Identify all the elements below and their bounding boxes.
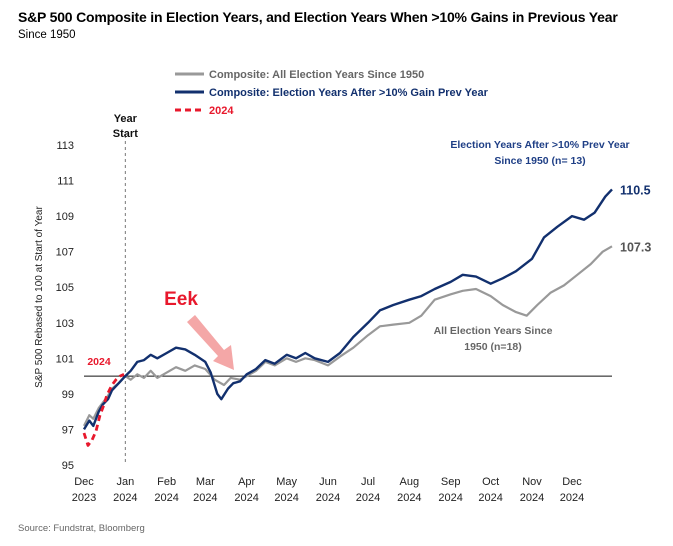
source-note: Source: Fundstrat, Bloomberg (18, 523, 145, 534)
end-value-label: 107.3 (620, 240, 651, 254)
y-tick-label: 101 (56, 353, 74, 365)
x-tick-label-month: Jan (116, 476, 134, 488)
x-tick-label-year: 2024 (356, 492, 380, 504)
eek-arrow (187, 315, 234, 370)
x-tick-label-month: Jun (319, 476, 337, 488)
y-tick-label: 113 (56, 140, 74, 152)
legend: Composite: All Election Years Since 1950… (175, 69, 489, 117)
legend-label-composite: Composite: All Election Years Since 1950 (209, 69, 424, 81)
x-tick-label-month: Jul (361, 476, 375, 488)
x-tick-label-month: May (276, 476, 297, 488)
y-tick-label: 95 (62, 460, 74, 472)
x-tick-label-year: 2024 (397, 492, 421, 504)
annotation-eek: Eek (164, 289, 198, 310)
y-tick-label: 99 (62, 389, 74, 401)
annotation-composite: 1950 (n=18) (464, 341, 522, 353)
y-tick-label: 103 (56, 318, 74, 330)
x-tick-label-month: Dec (74, 476, 94, 488)
year-start-label: Start (113, 128, 138, 140)
y-tick-label: 105 (56, 282, 74, 294)
chart-canvas: Composite: All Election Years Since 1950… (34, 69, 651, 504)
plot-area (82, 135, 613, 465)
x-tick-label-month: Mar (196, 476, 215, 488)
x-tick-label-year: 2024 (193, 492, 217, 504)
x-tick-label-year: 2023 (72, 492, 96, 504)
x-tick-label-year: 2024 (478, 492, 502, 504)
annotation-after-gain: Since 1950 (n= 13) (494, 155, 585, 167)
annotation-2024: 2024 (87, 356, 111, 368)
x-tick-label-month: Oct (482, 476, 499, 488)
series-line-composite (83, 245, 613, 427)
x-tick-label-year: 2024 (274, 492, 298, 504)
x-tick-label-year: 2024 (316, 492, 340, 504)
y-tick-label: 107 (56, 247, 74, 259)
series-line-after-gain (82, 188, 613, 431)
x-tick-label-year: 2024 (560, 492, 584, 504)
chart-title: S&P 500 Composite in Election Years, and… (18, 9, 618, 25)
year-start-label: Year (114, 113, 138, 125)
y-tick-label: 111 (57, 176, 74, 188)
legend-label-y2024: 2024 (209, 105, 234, 117)
annotations: Year Start 110.5 107.3 Election Years After … (87, 113, 651, 370)
x-tick-label-month: Nov (522, 476, 542, 488)
annotation-composite: All Election Years Since (434, 325, 553, 337)
x-tick-label-year: 2024 (234, 492, 258, 504)
x-tick-label-month: Aug (400, 476, 420, 488)
x-tick-label-year: 2024 (154, 492, 178, 504)
end-value-label: 110.5 (620, 183, 651, 197)
x-tick-label-month: Apr (238, 476, 255, 488)
x-tick-label-year: 2024 (438, 492, 462, 504)
legend-label-after-gain: Composite: Election Years After >10% Gai… (209, 87, 489, 99)
chart-subtitle: Since 1950 (18, 29, 76, 41)
y-axis-label: S&P 500 Rebased to 100 at Start of Year (34, 206, 45, 388)
y-tick-label: 97 (62, 424, 74, 436)
x-tick-label-month: Feb (157, 476, 176, 488)
x-tick-label-month: Dec (562, 476, 582, 488)
y-tick-label: 109 (56, 211, 74, 223)
x-tick-label-year: 2024 (113, 492, 137, 504)
annotation-after-gain: Election Years After >10% Prev Year (450, 139, 629, 151)
x-tick-label-month: Sep (441, 476, 461, 488)
axes: 95 97 99 101 103 105 107 109 111 113 S&P 500 Rebas… (34, 140, 584, 504)
series-line-y2024 (82, 373, 125, 447)
x-tick-label-year: 2024 (520, 492, 544, 504)
